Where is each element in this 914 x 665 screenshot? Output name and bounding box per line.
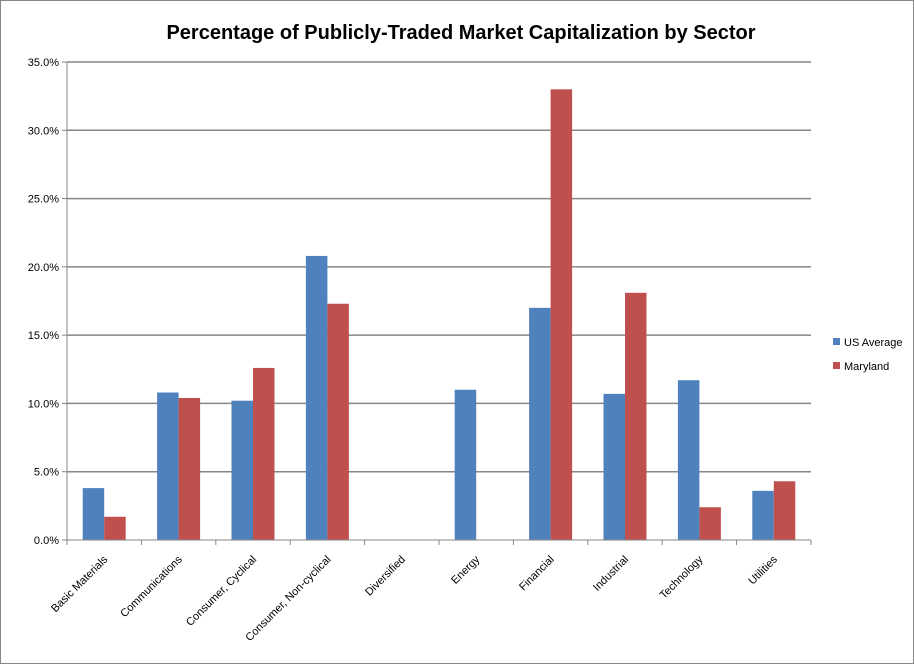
legend: US Average Maryland: [833, 337, 903, 373]
bars: [82, 89, 796, 541]
bar-us-average: [677, 380, 700, 540]
x-tick-label: Utilities: [746, 553, 780, 587]
x-tick-label: Energy: [449, 553, 482, 586]
y-tick-label: 30.0%: [28, 125, 59, 137]
bar-maryland: [625, 292, 647, 540]
bar-us-average: [529, 307, 551, 540]
legend-swatch: [833, 338, 840, 345]
chart-title: Percentage of Publicly-Traded Market Cap…: [166, 22, 755, 44]
legend-label: Maryland: [844, 361, 889, 373]
bar-us-average: [603, 393, 625, 540]
x-tick-label: Industrial: [591, 554, 631, 594]
y-tick-label: 35.0%: [28, 57, 59, 69]
y-tick-label: 5.0%: [34, 467, 59, 479]
x-tick-label: Consumer, Cyclical: [184, 554, 259, 629]
legend-swatch: [833, 362, 840, 369]
y-tick-label: 15.0%: [28, 330, 59, 342]
x-tick-label: Communications: [118, 553, 185, 620]
y-tick-label: 0.0%: [34, 535, 59, 547]
x-tick-label: Basic Materials: [49, 553, 111, 615]
bar-us-average: [157, 392, 179, 540]
bar-maryland: [178, 397, 201, 540]
bar-maryland: [253, 367, 275, 540]
bar-us-average: [82, 488, 105, 540]
x-tick-label: Diversified: [363, 554, 408, 599]
y-tick-label: 10.0%: [28, 398, 59, 410]
x-tick-label: Financial: [517, 554, 557, 594]
y-tick-label: 25.0%: [28, 194, 59, 206]
bar-maryland: [327, 303, 349, 540]
x-tick-label: Technology: [658, 553, 706, 601]
axes: 0.0% 5.0% 10.0% 15.0% 20.0% 25.0% 30.0% 35.0% Ba…: [28, 57, 812, 644]
bar-us-average: [305, 255, 328, 540]
legend-label: US Average: [844, 337, 903, 349]
y-tick-label: 20.0%: [28, 262, 59, 274]
bar-us-average: [231, 400, 253, 540]
bar-us-average: [454, 389, 477, 540]
bar-us-average: [752, 490, 774, 540]
x-tick-label: Consumer, Non-cyclical: [243, 554, 333, 644]
bar-maryland: [699, 507, 721, 540]
bar-maryland: [773, 481, 796, 540]
bar-maryland: [550, 89, 573, 541]
bar-maryland: [104, 516, 126, 540]
